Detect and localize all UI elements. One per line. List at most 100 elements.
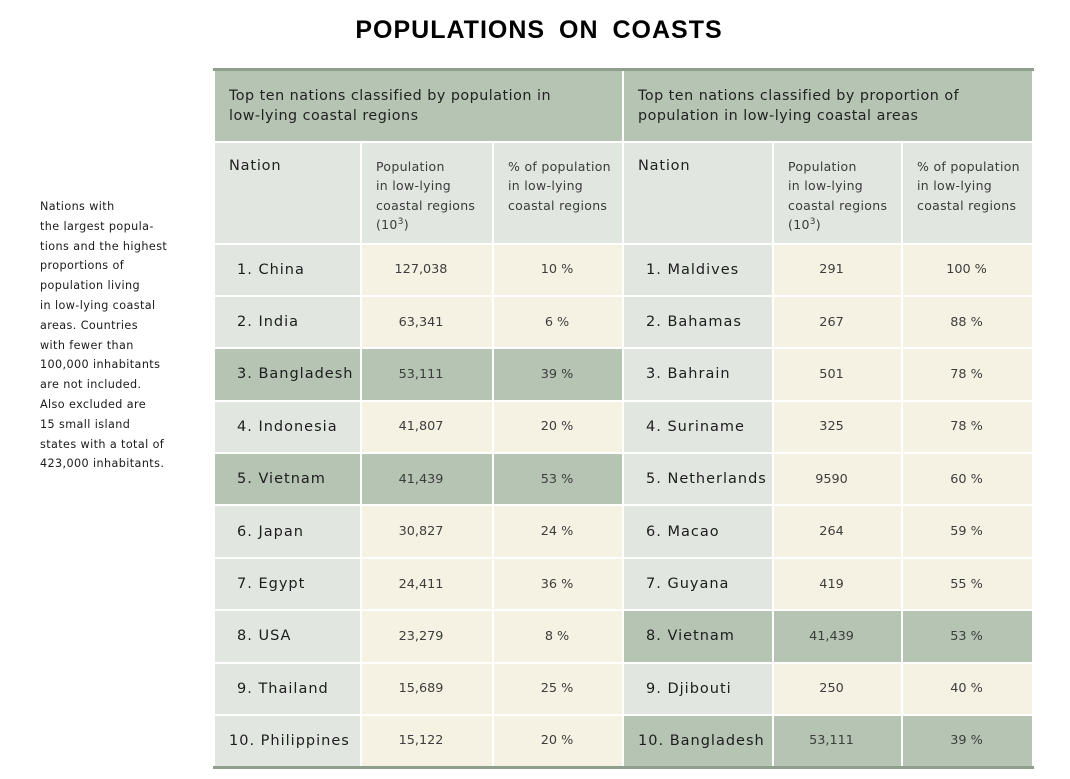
page-title: POPULATIONS ON COASTS (355, 16, 723, 44)
right-nation-cell: 3. Bahrain (622, 347, 775, 402)
left-population-cell: 127,038 (360, 242, 494, 297)
right-percent-cell: 88 % (901, 294, 1035, 350)
side-note-line: 15 small island (40, 417, 131, 431)
right-nation-header: Nation (622, 140, 775, 245)
left-nation-cell: 2. India (213, 294, 362, 350)
right-nation-cell: 9. Djibouti (622, 661, 775, 717)
right-nation-cell: 2. Bahamas (622, 294, 775, 350)
nation-name: Bangladesh (258, 366, 354, 383)
table-row: 1. China 127,038 10 % 1. Maldives 291 100 % (213, 242, 1035, 297)
side-note-line: areas. Countries (40, 318, 138, 332)
side-note-line: with fewer than (40, 338, 134, 352)
right-population-cell: 501 (772, 347, 904, 402)
right-percent-cell: 60 % (901, 452, 1035, 507)
left-percent-cell: 20 % (491, 399, 625, 455)
side-note-line: 423,000 inhabitants. (40, 457, 165, 471)
coastal-population-table: Top ten nations classified by population… (212, 68, 1035, 769)
side-note-line: proportions of (40, 259, 125, 273)
nation-name: Bahamas (667, 314, 742, 331)
table-row: 3. Bangladesh 53,111 39 % 3. Bahrain 501 78 % (213, 347, 1035, 402)
side-note-line: in low-lying coastal (40, 298, 156, 312)
rank-label: 1. (646, 261, 662, 278)
left-nation-cell: 6. Japan (213, 504, 362, 559)
left-percent-cell: 6 % (491, 294, 625, 350)
right-percent-cell: 55 % (901, 556, 1035, 612)
right-population-cell: 41,439 (772, 609, 904, 664)
rank-label: 2. (237, 314, 253, 331)
nation-name: Japan (258, 523, 304, 540)
rank-label: 8. (646, 628, 662, 645)
right-nation-cell: 7. Guyana (622, 556, 775, 612)
right-population-cell: 267 (772, 294, 904, 350)
rank-label: 7. (646, 576, 662, 593)
right-nation-cell: 1. Maldives (622, 242, 775, 297)
nation-name: Egypt (258, 576, 306, 593)
left-population-cell: 24,411 (360, 556, 494, 612)
side-note: Nations with the largest popula- tions a… (40, 197, 182, 474)
rank-label: 3. (237, 366, 253, 383)
table-row: 8. USA 23,279 8 % 8. Vietnam 41,439 53 % (213, 609, 1035, 664)
left-nation-cell: 7. Egypt (213, 556, 362, 612)
side-note-line: states with a total of (40, 437, 165, 451)
right-percent-header: % of population in low-lying coastal reg… (901, 140, 1035, 245)
rank-label: 6. (237, 523, 253, 540)
table-row: 4. Indonesia 41,807 20 % 4. Suriname 325 78 % (213, 399, 1035, 455)
left-population-cell: 41,807 (360, 399, 494, 455)
nation-name: Netherlands (667, 471, 767, 488)
left-nation-cell: 1. China (213, 242, 362, 297)
rank-label: 4. (646, 418, 662, 435)
left-percent-header: % of population in low-lying coastal reg… (491, 140, 625, 245)
left-population-header: Population in low-lying coastal regions … (360, 140, 494, 245)
right-population-cell: 9590 (772, 452, 904, 507)
left-percent-cell: 25 % (491, 661, 625, 717)
nation-name: Thailand (258, 680, 329, 697)
table-row: 6. Japan 30,827 24 % 6. Macao 264 59 % (213, 504, 1035, 559)
nation-name: China (258, 261, 305, 278)
left-nation-cell: 8. USA (213, 609, 362, 664)
left-table-title: Top ten nations classified by population… (212, 68, 625, 143)
nation-name: Suriname (667, 418, 745, 435)
nation-name: Bahrain (667, 366, 731, 383)
right-nation-cell: 4. Suriname (622, 399, 775, 455)
right-population-cell: 250 (772, 661, 904, 717)
right-table-title: Top ten nations classified by proportion… (622, 68, 1035, 143)
rank-label: 1. (237, 261, 253, 278)
right-percent-cell: 100 % (901, 242, 1035, 297)
right-population-cell: 419 (772, 556, 904, 612)
left-nation-cell: 3. Bangladesh (213, 347, 362, 402)
right-percent-cell: 53 % (901, 609, 1035, 664)
right-population-cell: 291 (772, 242, 904, 297)
nation-name: India (258, 314, 300, 331)
left-percent-cell: 36 % (491, 556, 625, 612)
left-percent-cell: 10 % (491, 242, 625, 297)
right-nation-cell: 10. Bangladesh (622, 714, 775, 769)
rank-label: 3. (646, 366, 662, 383)
side-note-line: Also excluded are (40, 397, 146, 411)
rank-label: 7. (237, 576, 253, 593)
nation-name: Djibouti (667, 680, 732, 697)
left-population-cell: 15,122 (360, 714, 494, 769)
nation-name: Philippines (260, 732, 350, 749)
table-row: 9. Thailand 15,689 25 % 9. Djibouti 250 40 % (213, 661, 1035, 717)
rank-label: 10. (638, 732, 665, 749)
rank-label: 5. (237, 471, 253, 488)
table-row: 7. Egypt 24,411 36 % 7. Guyana 419 55 % (213, 556, 1035, 612)
right-percent-cell: 59 % (901, 504, 1035, 559)
left-population-cell: 23,279 (360, 609, 494, 664)
right-population-cell: 264 (772, 504, 904, 559)
nation-name: Maldives (667, 261, 740, 278)
left-percent-cell: 20 % (491, 714, 625, 769)
side-note-line: Nations with (40, 200, 115, 213)
left-population-cell: 63,341 (360, 294, 494, 350)
nation-name: Bangladesh (669, 732, 765, 749)
table-row: 10. Philippines 15,122 20 % 10. Bangladesh 5… (213, 714, 1035, 769)
left-population-cell: 30,827 (360, 504, 494, 559)
right-population-cell: 53,111 (772, 714, 904, 769)
left-population-cell: 53,111 (360, 347, 494, 402)
rank-label: 4. (237, 418, 253, 435)
rank-label: 9. (646, 680, 662, 697)
nation-name: Guyana (667, 576, 730, 593)
left-percent-cell: 8 % (491, 609, 625, 664)
table-row: 2. India 63,341 6 % 2. Bahamas 267 88 % (213, 294, 1035, 350)
nation-name: Macao (667, 523, 720, 540)
